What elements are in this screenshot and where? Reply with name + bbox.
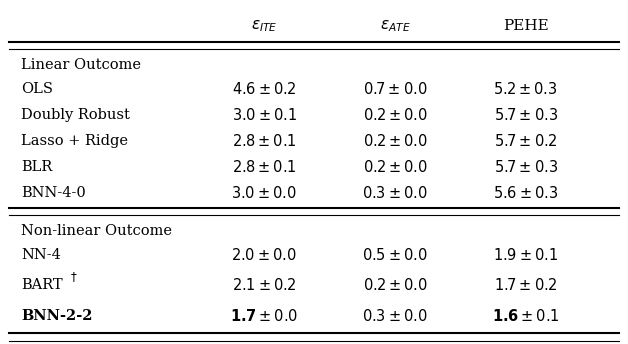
- Text: $\mathbf{1.6} \pm 0.1$: $\mathbf{1.6} \pm 0.1$: [492, 308, 560, 324]
- Text: $0.3 \pm 0.0$: $0.3 \pm 0.0$: [362, 185, 428, 201]
- Text: BNN-2-2: BNN-2-2: [21, 309, 93, 323]
- Text: $0.2 \pm 0.0$: $0.2 \pm 0.0$: [362, 133, 427, 149]
- Text: $0.5 \pm 0.0$: $0.5 \pm 0.0$: [362, 247, 428, 263]
- Text: Doubly Robust: Doubly Robust: [21, 108, 131, 122]
- Text: NN-4: NN-4: [21, 248, 62, 262]
- Text: $3.0 \pm 0.0$: $3.0 \pm 0.0$: [232, 185, 297, 201]
- Text: $0.2 \pm 0.0$: $0.2 \pm 0.0$: [362, 159, 427, 175]
- Text: BNN-4-0: BNN-4-0: [21, 186, 86, 200]
- Text: $\mathbf{1.7} \pm 0.0$: $\mathbf{1.7} \pm 0.0$: [230, 308, 298, 324]
- Text: Lasso + Ridge: Lasso + Ridge: [21, 134, 129, 148]
- Text: $\epsilon_{ATE}$: $\epsilon_{ATE}$: [379, 19, 410, 34]
- Text: $4.6 \pm 0.2$: $4.6 \pm 0.2$: [232, 81, 296, 97]
- Text: $0.7 \pm 0.0$: $0.7 \pm 0.0$: [363, 81, 427, 97]
- Text: $5.6 \pm 0.3$: $5.6 \pm 0.3$: [493, 185, 558, 201]
- Text: $2.8 \pm 0.1$: $2.8 \pm 0.1$: [232, 159, 296, 175]
- Text: $2.0 \pm 0.0$: $2.0 \pm 0.0$: [232, 247, 297, 263]
- Text: $5.2 \pm 0.3$: $5.2 \pm 0.3$: [494, 81, 558, 97]
- Text: Linear Outcome: Linear Outcome: [21, 58, 141, 72]
- Text: $2.1 \pm 0.2$: $2.1 \pm 0.2$: [232, 277, 296, 293]
- Text: $5.7 \pm 0.3$: $5.7 \pm 0.3$: [494, 107, 558, 123]
- Text: $\dagger$: $\dagger$: [70, 270, 77, 284]
- Text: BLR: BLR: [21, 160, 53, 174]
- Text: $0.2 \pm 0.0$: $0.2 \pm 0.0$: [362, 107, 427, 123]
- Text: $1.7 \pm 0.2$: $1.7 \pm 0.2$: [494, 277, 557, 293]
- Text: $2.8 \pm 0.1$: $2.8 \pm 0.1$: [232, 133, 296, 149]
- Text: Non-linear Outcome: Non-linear Outcome: [21, 224, 173, 238]
- Text: $0.3 \pm 0.0$: $0.3 \pm 0.0$: [362, 308, 428, 324]
- Text: $3.0 \pm 0.1$: $3.0 \pm 0.1$: [232, 107, 296, 123]
- Text: PEHE: PEHE: [503, 20, 548, 33]
- Text: OLS: OLS: [21, 82, 53, 96]
- Text: $\epsilon_{ITE}$: $\epsilon_{ITE}$: [251, 19, 278, 34]
- Text: $5.7 \pm 0.2$: $5.7 \pm 0.2$: [494, 133, 557, 149]
- Text: $5.7 \pm 0.3$: $5.7 \pm 0.3$: [494, 159, 558, 175]
- Text: $0.2 \pm 0.0$: $0.2 \pm 0.0$: [362, 277, 427, 293]
- Text: $1.9 \pm 0.1$: $1.9 \pm 0.1$: [493, 247, 558, 263]
- Text: BART: BART: [21, 278, 63, 292]
